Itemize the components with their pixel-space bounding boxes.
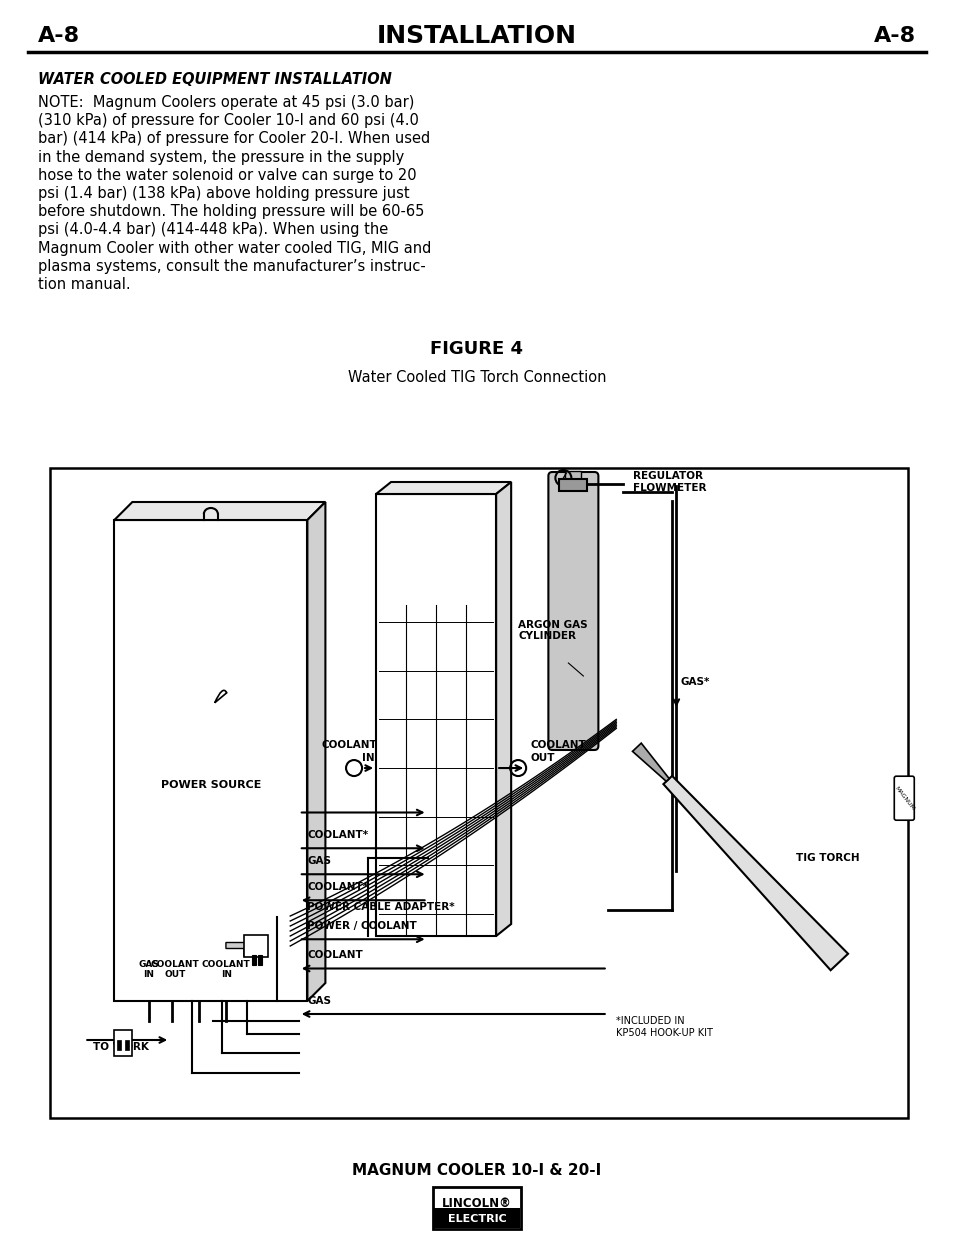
Text: MAGNUM: MAGNUM (892, 785, 914, 811)
Text: ELECTRIC: ELECTRIC (447, 1214, 506, 1224)
Text: COOLANT: COOLANT (307, 951, 363, 961)
Text: Water Cooled TIG Torch Connection: Water Cooled TIG Torch Connection (348, 370, 605, 385)
Text: MAGNUM COOLER 10-I & 20-I: MAGNUM COOLER 10-I & 20-I (352, 1163, 601, 1178)
Bar (433, 1187, 520, 1229)
Text: COOLANT: COOLANT (530, 740, 585, 750)
Text: (310 kPa) of pressure for Cooler 10-I and 60 psi (4.0: (310 kPa) of pressure for Cooler 10-I an… (38, 114, 418, 128)
Text: A-8: A-8 (873, 26, 915, 46)
Polygon shape (632, 743, 668, 782)
Polygon shape (226, 942, 255, 956)
Polygon shape (307, 501, 325, 1002)
Bar (257, 955, 262, 965)
Text: COOLANT*: COOLANT* (307, 830, 368, 840)
Polygon shape (662, 776, 847, 971)
Bar (434, 1208, 519, 1228)
Text: GAS: GAS (138, 960, 159, 969)
Text: OUT: OUT (530, 753, 554, 763)
Text: ARGON GAS
CYLINDER: ARGON GAS CYLINDER (517, 620, 587, 641)
Text: in the demand system, the pressure in the supply: in the demand system, the pressure in th… (38, 149, 404, 164)
Bar (244, 935, 268, 956)
Polygon shape (114, 501, 325, 520)
Bar (375, 494, 496, 936)
Text: POWER / COOLANT: POWER / COOLANT (307, 921, 416, 931)
Text: COOLANT: COOLANT (321, 740, 376, 750)
Text: psi (1.4 bar) (138 kPa) above holding pressure just: psi (1.4 bar) (138 kPa) above holding pr… (38, 186, 409, 201)
Text: psi (4.0-4.4 bar) (414-448 kPa). When using the: psi (4.0-4.4 bar) (414-448 kPa). When us… (38, 222, 388, 237)
Text: TO WORK: TO WORK (92, 1042, 149, 1052)
Text: GAS: GAS (307, 995, 331, 1007)
Polygon shape (496, 482, 511, 936)
Text: POWER CABLE ADAPTER*: POWER CABLE ADAPTER* (307, 902, 455, 911)
Text: Magnum Cooler with other water cooled TIG, MIG and: Magnum Cooler with other water cooled TI… (38, 241, 431, 256)
Text: TIG TORCH: TIG TORCH (796, 853, 860, 863)
Text: NOTE:  Magnum Coolers operate at 45 psi (3.0 bar): NOTE: Magnum Coolers operate at 45 psi (… (38, 95, 414, 110)
Bar (50, 468, 907, 1118)
Text: COOLANT*: COOLANT* (307, 882, 368, 892)
Text: tion manual.: tion manual. (38, 277, 131, 291)
FancyBboxPatch shape (893, 777, 913, 820)
Text: hose to the water solenoid or valve can surge to 20: hose to the water solenoid or valve can … (38, 168, 416, 183)
Text: REGULATOR
FLOWMETER: REGULATOR FLOWMETER (633, 472, 706, 493)
Text: POWER SOURCE: POWER SOURCE (160, 779, 261, 789)
Text: IN: IN (220, 969, 232, 979)
Bar (117, 1040, 121, 1050)
Bar (558, 479, 587, 492)
Bar (114, 520, 307, 1002)
Text: *INCLUDED IN
KP504 HOOK-UP KIT: *INCLUDED IN KP504 HOOK-UP KIT (616, 1016, 713, 1037)
Bar (565, 471, 580, 489)
Text: COOLANT: COOLANT (202, 960, 251, 969)
Polygon shape (375, 482, 511, 494)
Text: before shutdown. The holding pressure will be 60-65: before shutdown. The holding pressure wi… (38, 204, 424, 219)
Text: INSTALLATION: INSTALLATION (376, 23, 577, 48)
Text: GAS*: GAS* (679, 677, 709, 687)
Text: IN: IN (361, 753, 375, 763)
Text: bar) (414 kPa) of pressure for Cooler 20-I. When used: bar) (414 kPa) of pressure for Cooler 20… (38, 131, 430, 147)
FancyBboxPatch shape (548, 472, 598, 750)
Text: GAS: GAS (307, 856, 331, 866)
Bar (114, 1030, 132, 1056)
Text: OUT: OUT (165, 969, 186, 979)
Text: A-8: A-8 (38, 26, 80, 46)
Text: IN: IN (144, 969, 154, 979)
Text: FIGURE 4: FIGURE 4 (430, 340, 523, 358)
Text: WATER COOLED EQUIPMENT INSTALLATION: WATER COOLED EQUIPMENT INSTALLATION (38, 72, 392, 86)
Text: plasma systems, consult the manufacturer’s instruc-: plasma systems, consult the manufacturer… (38, 259, 425, 274)
Text: LINCOLN®: LINCOLN® (441, 1197, 512, 1210)
Text: COOLANT: COOLANT (151, 960, 199, 969)
Bar (125, 1040, 130, 1050)
Bar (252, 955, 255, 965)
